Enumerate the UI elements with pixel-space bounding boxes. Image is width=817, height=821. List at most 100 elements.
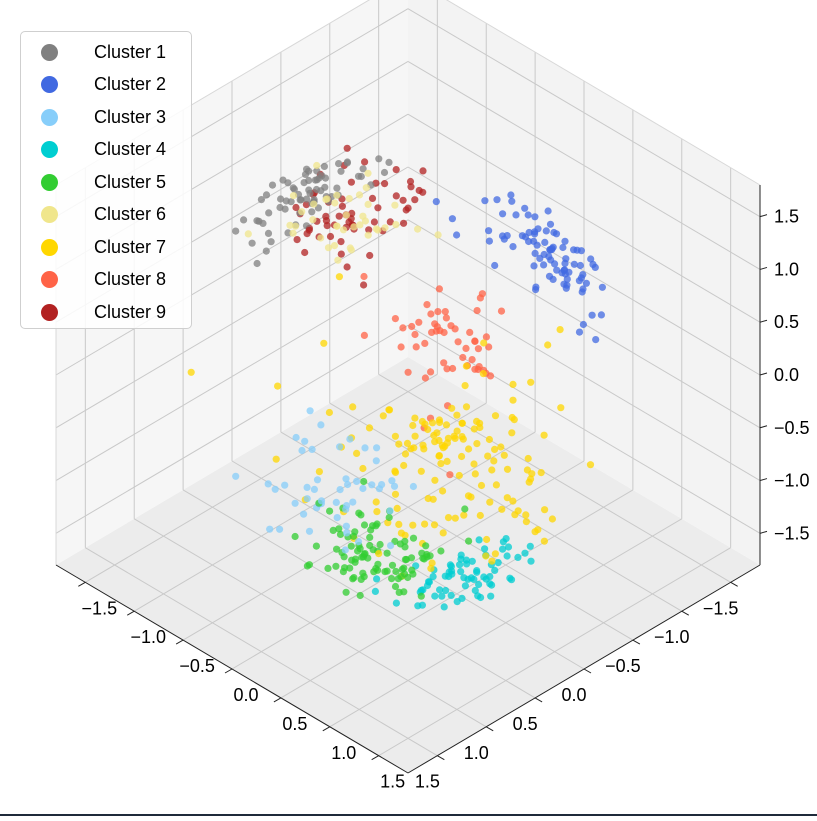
- scatter-point: [409, 570, 417, 578]
- scatter-point: [441, 308, 449, 316]
- scatter-point: [347, 178, 355, 186]
- scatter-point: [322, 195, 330, 204]
- scatter-point: [540, 537, 549, 545]
- scatter-point: [310, 485, 318, 493]
- scatter-point: [349, 498, 357, 506]
- scatter-point: [284, 179, 292, 187]
- x-tick-mark: [534, 697, 543, 703]
- scatter-point: [440, 328, 448, 337]
- scatter-point: [376, 540, 384, 549]
- scatter-point: [323, 222, 331, 230]
- scatter-point: [465, 445, 473, 453]
- scatter-point: [457, 551, 465, 559]
- z-tick-label: −0.5: [774, 418, 810, 438]
- scatter-point: [434, 308, 442, 316]
- legend-label: Cluster 2: [94, 74, 167, 95]
- scatter-point: [348, 556, 356, 564]
- z-tick-mark: [759, 319, 768, 323]
- scatter-point: [303, 195, 311, 203]
- scatter-point: [400, 461, 408, 470]
- scatter-point: [354, 172, 363, 180]
- scatter-point: [360, 331, 368, 339]
- scatter-point: [486, 498, 494, 506]
- scatter-point: [381, 180, 389, 188]
- scatter-point: [355, 191, 364, 199]
- scatter-point: [320, 339, 328, 347]
- scatter-point: [264, 229, 273, 237]
- scatter-point: [335, 273, 343, 281]
- scatter-point: [589, 260, 597, 268]
- scatter-point: [414, 225, 422, 233]
- scatter-point: [284, 229, 292, 237]
- scatter-point: [240, 216, 248, 224]
- scatter-point: [548, 515, 557, 523]
- scatter-point: [460, 574, 468, 582]
- scatter-point: [341, 564, 349, 572]
- scatter-point: [487, 592, 495, 600]
- scatter-point: [401, 537, 409, 545]
- scatter-point: [391, 468, 400, 476]
- scatter-point: [537, 469, 545, 477]
- scatter-point: [497, 307, 506, 315]
- scatter-point: [411, 330, 419, 339]
- scatter-point: [305, 527, 314, 535]
- scatter-point: [266, 525, 274, 533]
- gridline-floor-x: [133, 518, 487, 728]
- scatter-point: [277, 195, 285, 203]
- x-tick-mark: [632, 639, 641, 645]
- scatter-point: [342, 588, 350, 596]
- scatter-point: [461, 505, 469, 513]
- scatter-point: [293, 236, 301, 244]
- scatter-point: [486, 372, 495, 380]
- gridline-wall-x-horizontal: [407, 61, 761, 270]
- scatter-point: [303, 483, 311, 491]
- scatter-point: [289, 184, 297, 192]
- scatter-point: [442, 314, 450, 322]
- scatter-point: [345, 218, 353, 226]
- scatter-point: [436, 586, 444, 594]
- scatter-point: [306, 407, 314, 415]
- scatter-point: [412, 343, 420, 351]
- scatter-point: [320, 162, 328, 170]
- scatter-point: [473, 568, 481, 576]
- scatter-point: [459, 353, 467, 362]
- scatter-point: [379, 412, 387, 420]
- scatter-point: [301, 248, 309, 257]
- scatter-point: [354, 538, 363, 546]
- scatter-point: [321, 174, 330, 182]
- scatter-point: [421, 339, 429, 347]
- scatter-point: [345, 195, 353, 203]
- scatter-point: [347, 542, 355, 550]
- scatter-point: [494, 559, 502, 567]
- scatter-point: [530, 237, 538, 245]
- scatter-point: [488, 557, 496, 565]
- scatter-point: [393, 504, 401, 512]
- y-tick-mark: [175, 639, 184, 645]
- scatter-point: [457, 568, 465, 576]
- scatter-point: [375, 550, 383, 558]
- scatter-point: [492, 481, 500, 489]
- scatter-point: [458, 452, 466, 461]
- scatter-point: [417, 592, 425, 600]
- scatter-point: [308, 208, 316, 216]
- y-tick-mark: [126, 610, 135, 616]
- scatter-point: [315, 468, 323, 476]
- scatter-point: [524, 211, 532, 219]
- scatter-point: [317, 421, 325, 429]
- scatter-point: [375, 155, 383, 163]
- scatter-point: [442, 421, 451, 429]
- scatter-point: [330, 242, 339, 250]
- scatter-point: [259, 219, 267, 227]
- scatter-point: [468, 356, 476, 364]
- scatter-point: [308, 445, 316, 453]
- legend-marker: [41, 238, 58, 256]
- scatter-point: [366, 251, 374, 260]
- z-tick-mark: [759, 530, 768, 534]
- scatter-point: [248, 239, 256, 247]
- scatter-point: [373, 575, 381, 583]
- scatter-point: [438, 592, 446, 600]
- legend-marker: [41, 271, 58, 289]
- scatter-point: [484, 452, 492, 460]
- scatter-point: [470, 575, 478, 584]
